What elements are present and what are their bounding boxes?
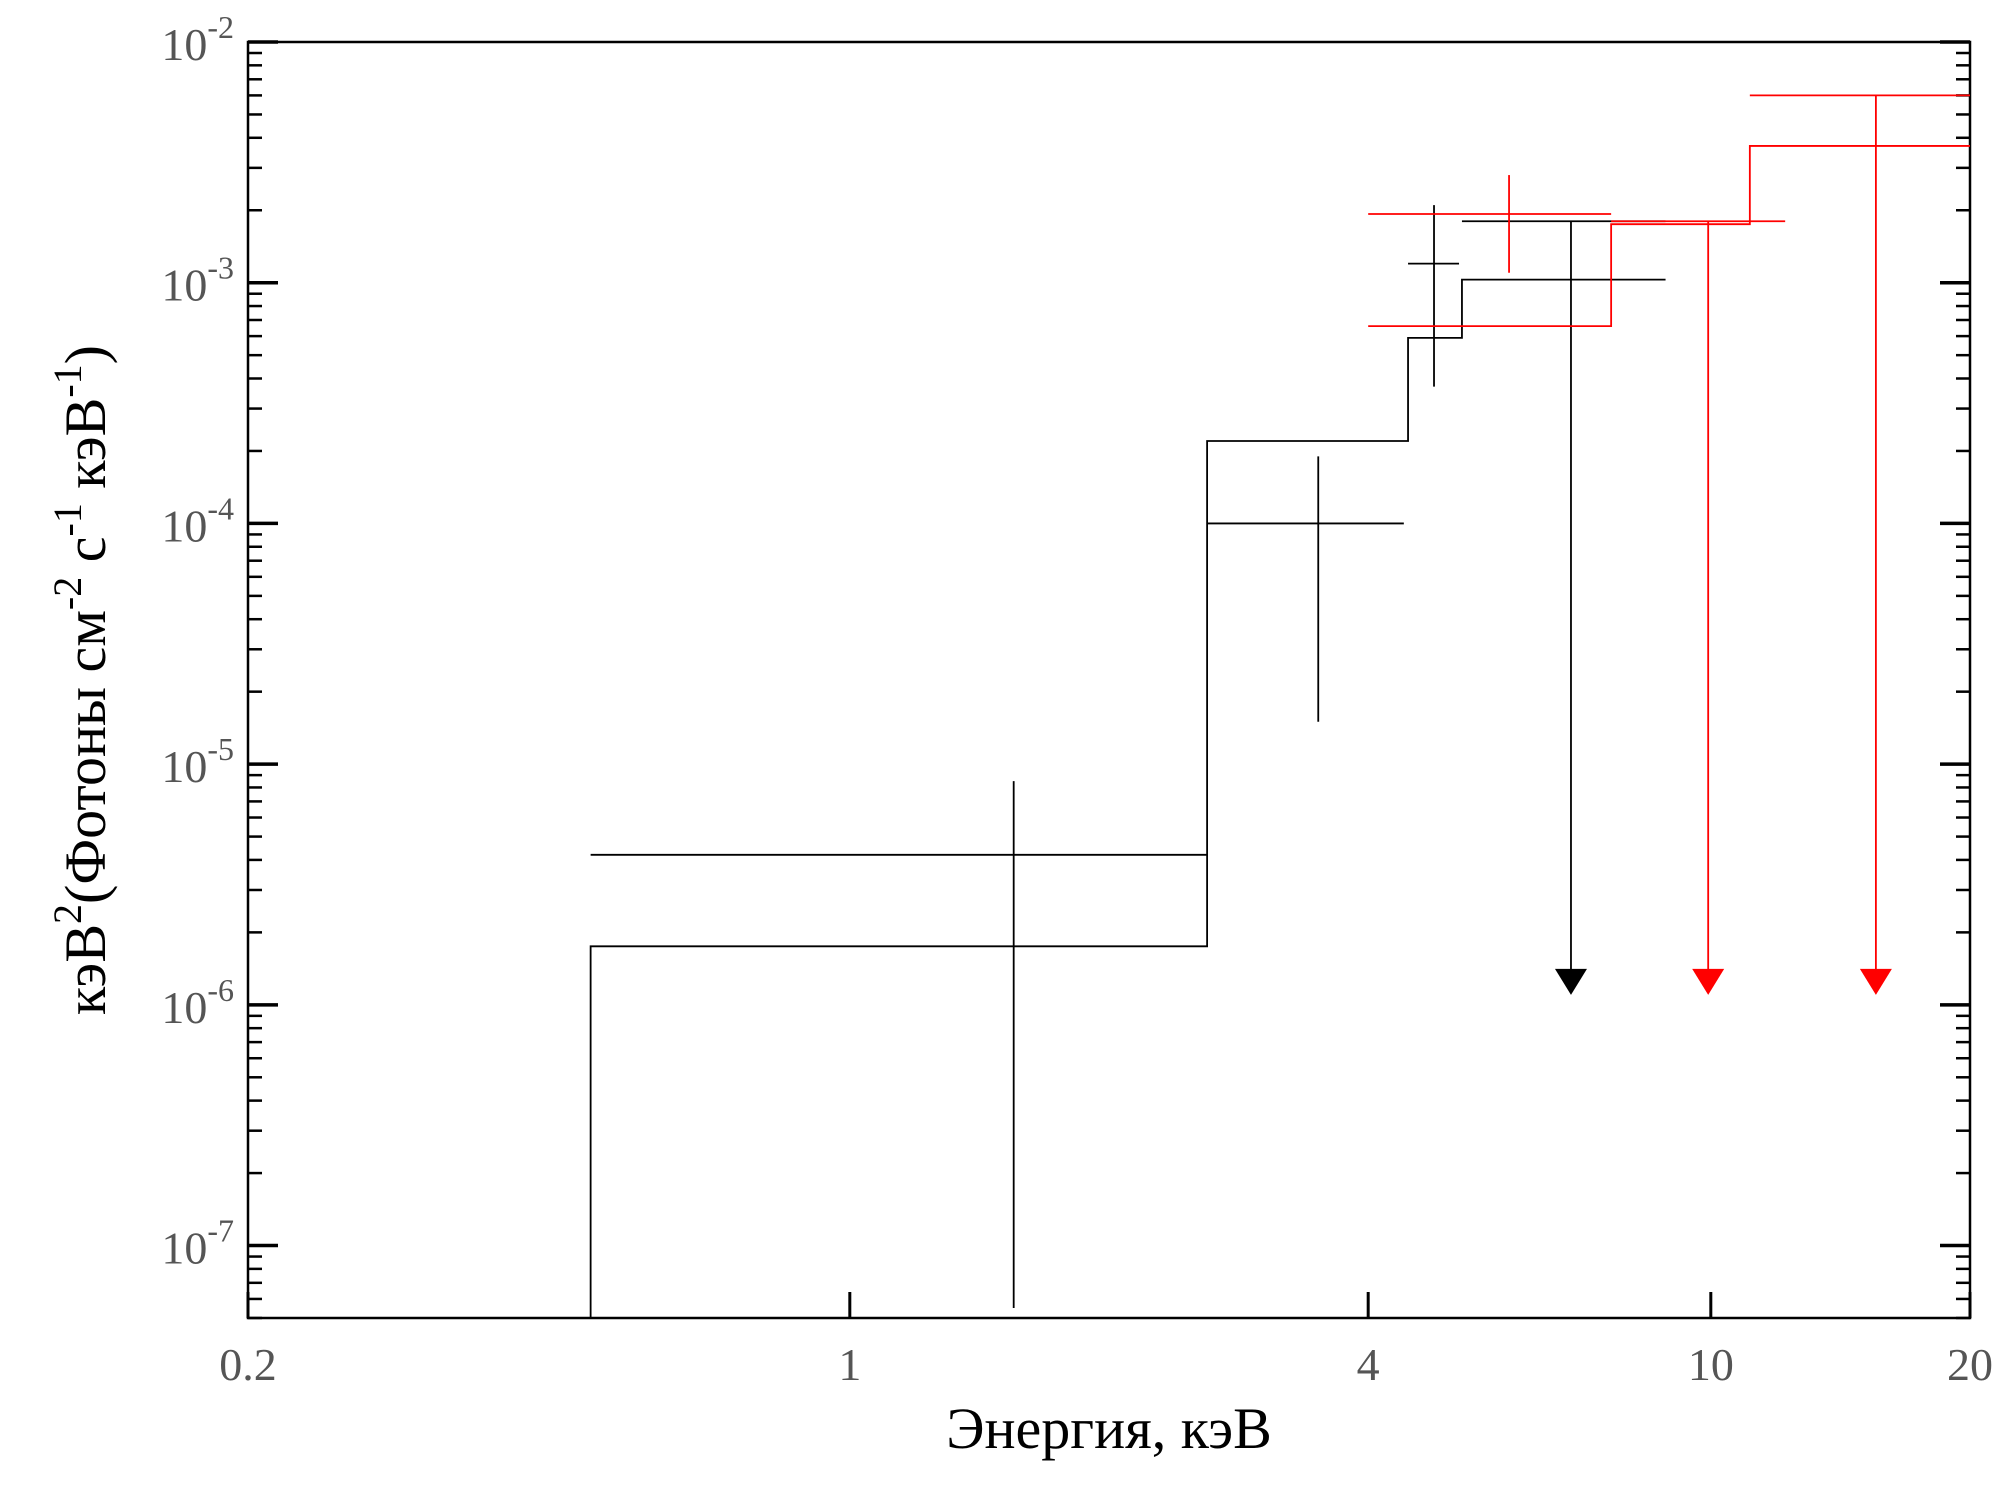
plot-frame bbox=[246, 40, 1972, 1320]
y-tick-label: 10-4 bbox=[161, 490, 234, 551]
y-tick-label: 10-7 bbox=[161, 1213, 234, 1274]
upper-limit-arrow bbox=[1692, 968, 1725, 995]
y-tick-label: 10-6 bbox=[161, 972, 234, 1033]
y-tick-labels: 10-2 10-3 10-4 10-5 10-6 10-7 bbox=[161, 9, 234, 1274]
x-tick-label: 4 bbox=[1357, 1339, 1380, 1390]
x-axis-title: Энергия, кэВ bbox=[946, 1396, 1272, 1461]
upper-limit-arrow bbox=[1859, 968, 1892, 995]
y-axis-title: кэВ2(Фотоны см-2 с-1 кэВ-1) bbox=[45, 345, 118, 1015]
x-tick-labels: 0.2 1 4 10 20 bbox=[219, 1339, 1993, 1390]
x-tick-label: 1 bbox=[838, 1339, 861, 1390]
x-tick-label: 0.2 bbox=[219, 1339, 277, 1390]
x-tick-label: 20 bbox=[1947, 1339, 1993, 1390]
series-0 bbox=[589, 205, 1666, 1318]
y-tick-label: 10-2 bbox=[161, 9, 234, 70]
series-layer bbox=[589, 94, 1970, 1318]
y-tick-label: 10-5 bbox=[161, 731, 234, 792]
upper-limit-arrow bbox=[1554, 968, 1587, 995]
model-step-line bbox=[1368, 145, 1970, 328]
minor-ticks bbox=[248, 51, 1970, 1320]
series-1 bbox=[1368, 94, 1970, 995]
model-step-line bbox=[589, 278, 1666, 1318]
major-ticks bbox=[246, 40, 1972, 1318]
x-tick-label: 10 bbox=[1688, 1339, 1734, 1390]
y-tick-label: 10-3 bbox=[161, 250, 234, 311]
